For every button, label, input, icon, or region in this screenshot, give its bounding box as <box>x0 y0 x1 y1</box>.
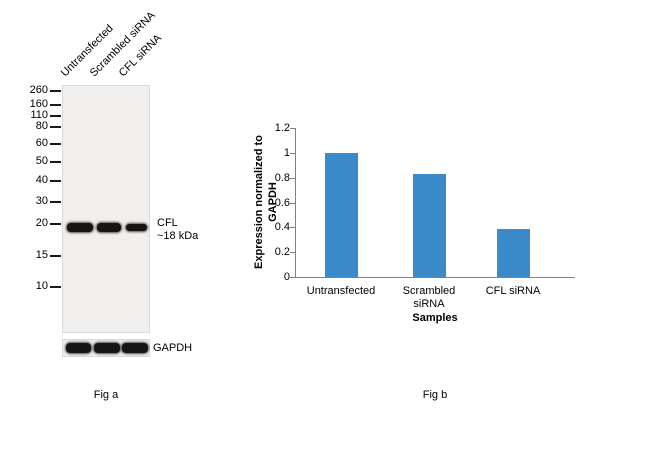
blot-image <box>62 85 150 333</box>
mw-marker-label: 260 <box>29 84 48 96</box>
mw-marker-tick <box>50 255 61 257</box>
mw-marker-tick <box>50 161 61 163</box>
mw-marker-tick <box>50 286 61 288</box>
y-tick-label: 1 <box>283 147 290 159</box>
band-label-protein: CFL <box>157 217 178 229</box>
mw-marker-label: 40 <box>35 174 48 186</box>
mw-marker-label: 110 <box>30 109 48 121</box>
mw-marker-label: 10 <box>35 280 48 292</box>
y-tick <box>290 203 295 204</box>
mw-marker-label: 160 <box>29 98 48 110</box>
y-tick-label: 0.6 <box>274 197 290 209</box>
mw-marker-label: 20 <box>35 217 48 229</box>
figure-a-panel: CFL ~18 kDa GAPDH Fig a 260 160 110 80 60 50 4… <box>0 0 240 474</box>
protein-band <box>126 224 147 231</box>
y-tick-label: 0.8 <box>274 172 290 184</box>
bar <box>496 229 530 277</box>
mw-marker-tick <box>50 104 61 106</box>
loading-band <box>122 343 148 353</box>
mw-marker-tick <box>50 201 61 203</box>
y-tick <box>290 178 295 179</box>
mw-marker-tick <box>50 90 61 92</box>
band-label-size: ~18 kDa <box>157 230 199 242</box>
y-tick-label: 1.2 <box>274 122 290 134</box>
mw-marker-label: 30 <box>35 195 48 207</box>
bar-category-label: CFL siRNA <box>485 285 541 297</box>
figure-a-caption: Fig a <box>93 389 119 401</box>
protein-band <box>67 223 93 232</box>
loading-band <box>66 343 91 353</box>
bar-category-label: Scrambled siRNA <box>402 285 456 310</box>
y-tick-label: 0.4 <box>274 221 290 233</box>
mw-marker-tick <box>50 180 61 182</box>
y-tick <box>290 277 295 278</box>
y-tick <box>290 227 295 228</box>
y-tick-label: 0.2 <box>274 246 290 258</box>
y-tick <box>290 153 295 154</box>
y-tick <box>290 128 295 129</box>
bar <box>412 174 446 277</box>
band-label: CFL ~18 kDa <box>157 217 198 243</box>
protein-band <box>97 223 121 232</box>
mw-marker-tick <box>50 143 61 145</box>
y-tick <box>290 252 295 253</box>
bar-category-label: Untransfected <box>306 285 376 297</box>
y-axis-line <box>295 128 296 278</box>
loading-control-label: GAPDH <box>153 342 193 354</box>
x-axis-title: Samples <box>412 312 458 324</box>
loading-control-blot <box>62 339 150 357</box>
mw-marker-label: 15 <box>35 249 48 261</box>
mw-marker-tick <box>50 223 61 225</box>
mw-marker-tick <box>50 126 61 128</box>
y-tick-label: 0 <box>283 271 290 283</box>
figure-b-caption: Fig b <box>422 389 448 401</box>
mw-marker-label: 80 <box>35 120 48 132</box>
mw-marker-label: 60 <box>35 137 48 149</box>
bar <box>324 153 358 277</box>
mw-marker-tick <box>50 115 61 117</box>
mw-marker-label: 50 <box>35 155 48 167</box>
loading-band <box>94 343 120 353</box>
x-axis-line <box>295 277 575 278</box>
